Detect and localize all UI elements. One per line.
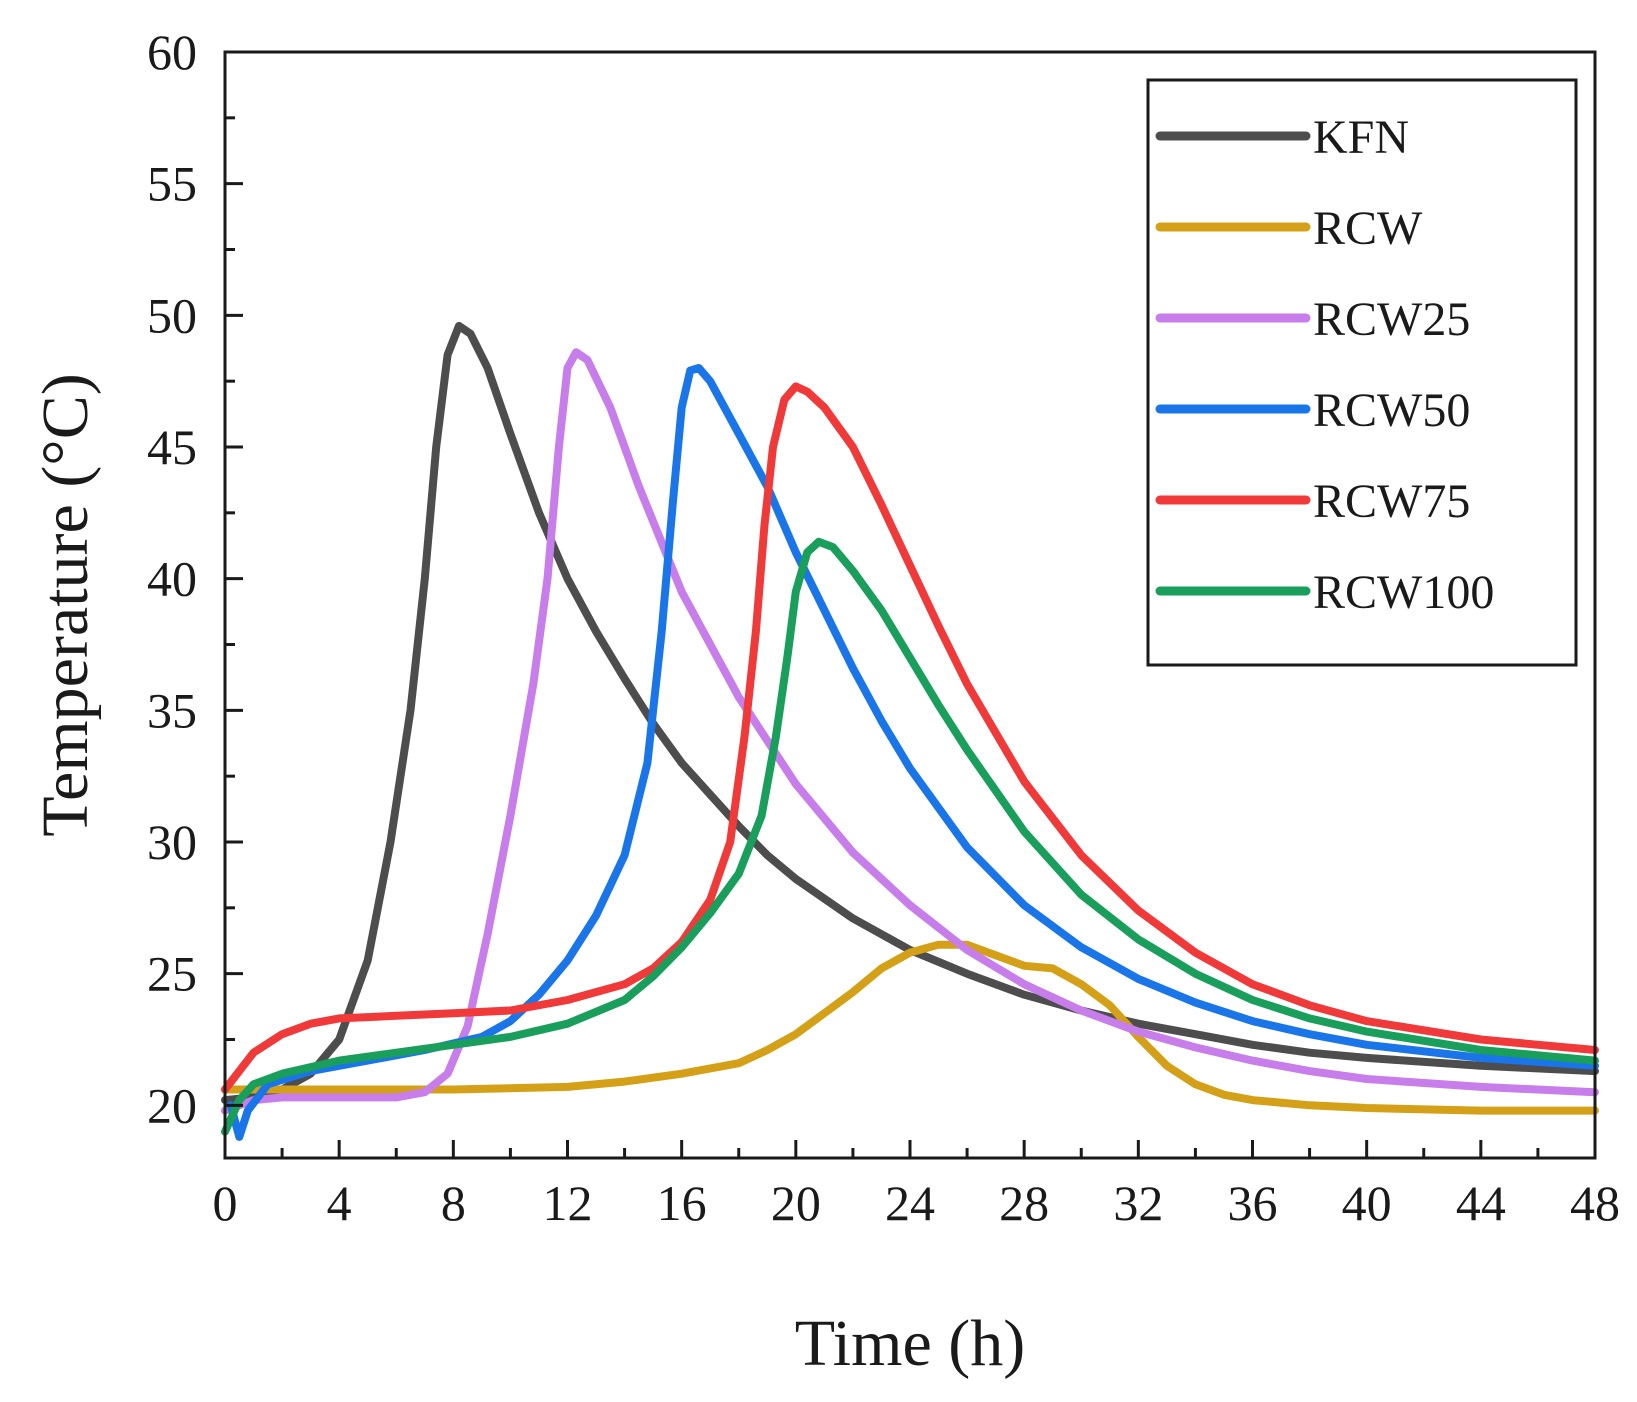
- axes-layer: 0 4 8 12 16 20 24 28 32 36 40 44 4820253035404550556…: [147, 24, 1620, 1231]
- x-tick-label: 8: [441, 1175, 466, 1231]
- legend-label-kfn: KFN: [1313, 111, 1409, 164]
- y-tick-label: 60: [147, 24, 197, 80]
- x-tick-label: 24: [885, 1175, 935, 1231]
- y-tick-label: 40: [147, 551, 197, 607]
- legend-label-rcw50: RCW50: [1313, 384, 1470, 437]
- legend-label-rcw75: RCW75: [1313, 475, 1470, 528]
- y-tick-label: 20: [147, 1077, 197, 1133]
- x-tick-label: 20: [771, 1175, 821, 1231]
- series-line-rcw25: [221, 348, 1599, 1115]
- series-line-rcw100: [221, 537, 1599, 1136]
- series-line-rcw: [221, 940, 1599, 1115]
- x-tick-label: 32: [1113, 1175, 1163, 1231]
- x-tick-label: 36: [1228, 1175, 1278, 1231]
- x-tick-label: 40: [1342, 1175, 1392, 1231]
- y-axis-title: Temperature (°C): [29, 373, 102, 836]
- x-tick-label: 12: [543, 1175, 593, 1231]
- legend-box: [1146, 78, 1578, 667]
- x-tick-label: 0: [213, 1175, 238, 1231]
- legend-label-rcw: RCW: [1313, 202, 1423, 255]
- series-line-rcw75: [221, 382, 1599, 1094]
- y-tick-label: 55: [147, 156, 197, 212]
- x-tick-label: 28: [999, 1175, 1049, 1231]
- y-tick-label: 35: [147, 682, 197, 738]
- y-tick-label: 30: [147, 814, 197, 870]
- x-tick-label: 4: [327, 1175, 352, 1231]
- x-axis-title: Time (h): [795, 1307, 1025, 1380]
- legend-label-rcw25: RCW25: [1313, 293, 1470, 346]
- x-tick-label: 48: [1570, 1175, 1620, 1231]
- legend: KFN RCW RCW25 RCW50 RCW75 RCW100: [1146, 78, 1578, 667]
- series-line-kfn: [221, 321, 1599, 1105]
- series-layer: [221, 321, 1599, 1141]
- legend-label-rcw100: RCW100: [1313, 566, 1494, 619]
- x-tick-label: 16: [657, 1175, 707, 1231]
- y-tick-label: 50: [147, 287, 197, 343]
- y-tick-label: 25: [147, 946, 197, 1002]
- y-tick-label: 45: [147, 419, 197, 475]
- x-tick-label: 44: [1456, 1175, 1506, 1231]
